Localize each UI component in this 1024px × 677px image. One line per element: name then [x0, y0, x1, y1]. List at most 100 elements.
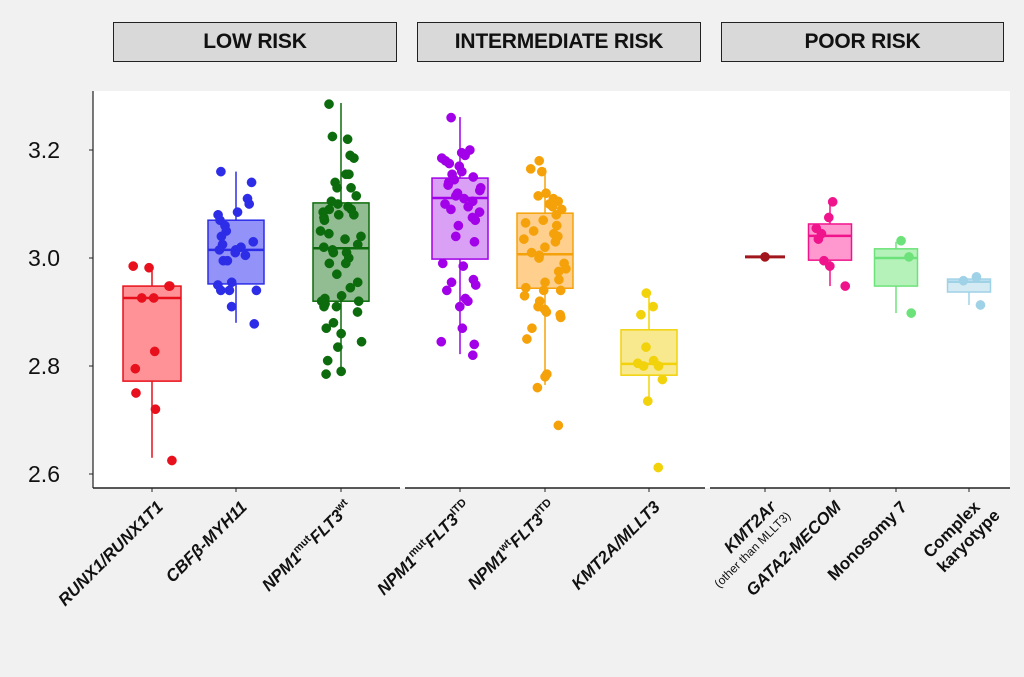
data-point: [437, 258, 448, 269]
data-point: [657, 374, 668, 385]
data-point: [446, 277, 457, 288]
data-point: [538, 285, 549, 296]
y-tick-label: 3.0: [28, 245, 60, 271]
data-point: [164, 281, 175, 291]
data-point: [840, 281, 851, 291]
data-point: [446, 112, 456, 123]
data-point: [469, 236, 480, 247]
data-point: [251, 285, 262, 296]
data-point: [519, 234, 529, 244]
data-point: [315, 226, 326, 236]
data-point: [474, 185, 485, 196]
data-point: [760, 252, 770, 262]
data-point: [222, 255, 233, 266]
data-point: [246, 177, 257, 188]
axes: [89, 91, 1010, 492]
data-point: [827, 196, 838, 207]
data-point: [321, 323, 332, 334]
data-point: [148, 293, 159, 303]
data-point: [653, 462, 664, 473]
data-point: [150, 404, 161, 415]
data-point: [532, 382, 543, 393]
data-point: [322, 355, 333, 366]
data-point: [453, 220, 464, 231]
data-point: [167, 455, 177, 466]
header-low-risk: LOW RISK: [113, 22, 397, 62]
data-point: [240, 250, 251, 261]
data-point: [460, 150, 470, 161]
y-tick-labels: 2.6 2.8 3.0 3.2: [28, 137, 60, 487]
data-point: [648, 301, 659, 312]
header-intermediate-risk: INTERMEDIATE RISK: [417, 22, 701, 62]
data-point: [527, 323, 537, 334]
data-point: [550, 236, 561, 247]
data-point: [226, 277, 237, 288]
data-point: [454, 301, 465, 312]
data-point: [555, 285, 566, 296]
box-group: [946, 278, 992, 305]
data-point: [525, 164, 536, 174]
data-point: [324, 228, 334, 239]
data-point: [328, 247, 339, 258]
data-point: [641, 288, 652, 298]
x-category-label: NPM1mutFLT3ITD: [373, 497, 475, 599]
data-point: [823, 212, 834, 223]
data-point: [136, 293, 147, 303]
y-tick-label: 2.8: [28, 353, 60, 379]
data-point: [551, 220, 562, 231]
data-point: [216, 231, 227, 242]
data-point: [519, 290, 530, 301]
data-point: [131, 388, 141, 398]
data-point: [533, 191, 544, 201]
data-point: [340, 234, 350, 244]
data-point: [540, 371, 550, 382]
x-label-text: NPM1mutFLT3wt: [258, 496, 357, 595]
data-point: [346, 182, 356, 193]
data-point: [336, 328, 347, 339]
data-point: [230, 247, 241, 258]
x-category-label: KMT2A/MLLT3: [568, 497, 664, 593]
data-point: [319, 301, 329, 312]
data-point: [318, 242, 329, 253]
plot-area: [93, 91, 1010, 488]
data-point: [536, 166, 547, 177]
data-point: [638, 361, 649, 371]
data-point: [215, 285, 226, 296]
data-point: [528, 226, 539, 236]
data-point: [534, 155, 545, 166]
data-point: [321, 369, 331, 379]
data-point: [249, 319, 260, 329]
data-point: [554, 274, 564, 285]
data-point: [540, 242, 550, 253]
data-point: [446, 204, 456, 215]
x-label-text: RUNX1/RUNX1T1: [55, 497, 167, 609]
data-point: [436, 336, 447, 347]
data-point: [349, 153, 359, 163]
data-point: [328, 317, 339, 328]
data-point: [332, 182, 342, 193]
x-category-label: NPM1wtFLT3ITD: [464, 497, 554, 594]
data-point: [226, 301, 237, 312]
data-point: [457, 166, 467, 177]
data-point: [216, 166, 226, 177]
data-point: [906, 308, 917, 318]
data-point: [349, 209, 359, 220]
data-point: [975, 300, 986, 310]
data-point: [896, 235, 906, 246]
x-category-label: CBFβ-MYH11: [162, 497, 251, 586]
x-label-text: CBFβ-MYH11: [162, 497, 251, 586]
data-point: [144, 262, 154, 273]
data-point: [450, 231, 461, 242]
data-point: [352, 277, 363, 288]
data-point: [214, 245, 225, 255]
data-point: [458, 261, 469, 271]
data-point: [319, 215, 330, 226]
data-point: [653, 361, 664, 371]
data-point: [636, 309, 646, 320]
x-label-text: NPM1mutFLT3ITD: [373, 497, 475, 599]
points-layer: [128, 99, 986, 473]
data-point: [521, 282, 531, 293]
data-point: [547, 201, 558, 212]
